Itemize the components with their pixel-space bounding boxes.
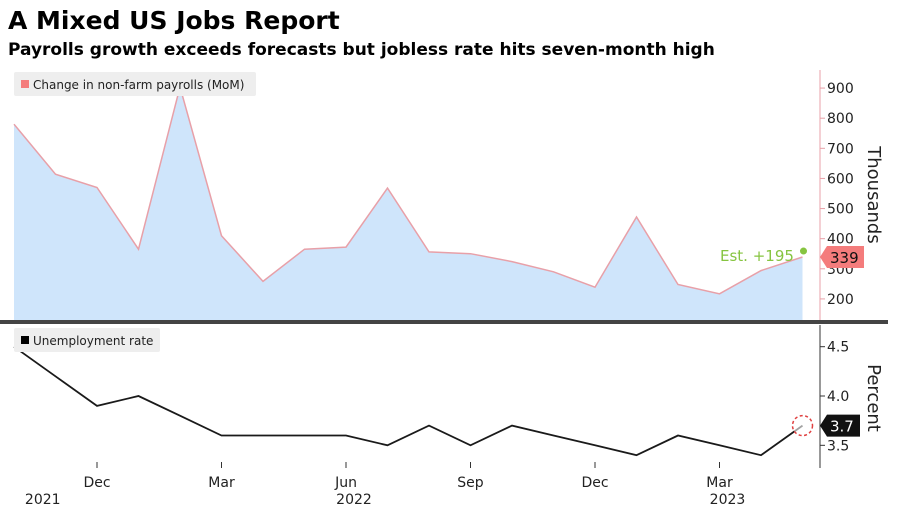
x-tick-label: Jun	[334, 475, 357, 491]
unemployment-highlight-circle	[791, 414, 814, 437]
x-year-label: 2023	[710, 492, 746, 508]
payrolls-y-tick-label: 600	[827, 171, 854, 187]
payrolls-y-axis-title: Thousands	[863, 145, 884, 243]
payrolls-line	[13, 83, 803, 295]
payrolls-panel: 200300400500600700800900ThousandsChange …	[0, 70, 888, 324]
unemployment-line	[13, 345, 804, 457]
unemployment-y-tick-label: 3.5	[827, 438, 849, 454]
panel-separator	[0, 320, 888, 324]
chart-title: A Mixed US Jobs Report	[8, 6, 340, 35]
unemployment-last-value-label: 3.7	[830, 418, 854, 436]
x-tick-label: Mar	[208, 475, 235, 491]
payrolls-legend-label: Change in non-farm payrolls (MoM)	[33, 78, 244, 92]
payrolls-y-tick-label: 800	[827, 111, 854, 127]
x-tick-label: Dec	[83, 475, 110, 491]
payrolls-y-tick-label: 400	[827, 232, 854, 248]
unemployment-legend-label: Unemployment rate	[33, 334, 153, 348]
unemployment-legend-swatch	[21, 336, 29, 344]
payrolls-legend-swatch	[21, 80, 29, 88]
payrolls-last-value-badge	[820, 246, 864, 269]
x-tick-label: Sep	[457, 475, 484, 491]
payrolls-y-tick-label: 900	[827, 81, 854, 97]
payrolls-area-fill	[14, 86, 803, 321]
x-year-label: 2022	[336, 492, 372, 508]
x-year-label: 2021	[25, 492, 61, 508]
unemployment-y-axis-title: Percent	[863, 364, 884, 432]
estimate-label: Est. +195	[720, 247, 794, 265]
payrolls-legend-box	[14, 72, 256, 96]
payrolls-y-tick-label: 700	[827, 141, 854, 157]
estimate-marker	[800, 247, 807, 255]
chart-subtitle: Payrolls growth exceeds forecasts but jo…	[8, 40, 715, 60]
unemployment-legend-box	[14, 328, 160, 352]
x-tick-label: Dec	[581, 475, 608, 491]
unemployment-panel: 3.5 4.0 4.5 Percent Unemployment rate 3.7	[13, 325, 884, 468]
payrolls-last-value-label: 339	[830, 249, 859, 267]
payrolls-y-tick-label: 200	[827, 292, 854, 308]
unemployment-last-value-badge	[820, 414, 860, 437]
x-axis: Dec Mar Jun Sep Dec Mar 2021 2022 2023	[25, 462, 745, 508]
unemployment-y-tick-label: 4.5	[827, 340, 849, 356]
unemployment-y-tick-label: 4.0	[827, 389, 849, 405]
x-tick-label: Mar	[706, 475, 733, 491]
payrolls-y-tick-label: 500	[827, 202, 854, 218]
